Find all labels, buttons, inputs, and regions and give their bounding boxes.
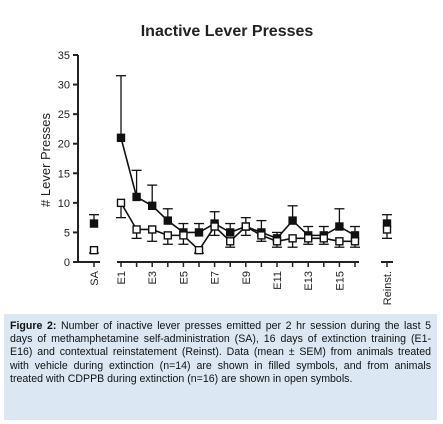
x-tick-label: E5	[178, 271, 190, 284]
data-point-open	[132, 225, 141, 234]
data-point-filled	[116, 133, 126, 143]
data-point-open	[304, 234, 313, 243]
data-point-open	[335, 237, 344, 246]
series-layer	[89, 75, 392, 255]
data-point-open	[116, 198, 126, 208]
data-point-open	[225, 237, 235, 246]
data-point-filled	[335, 222, 344, 231]
data-point-filled	[89, 219, 99, 228]
data-point-open	[382, 225, 392, 234]
x-tick-label: E3	[147, 271, 159, 284]
x-tick-label: E1	[116, 271, 128, 284]
y-tick-label: 35	[58, 50, 70, 62]
data-point-filled	[225, 228, 235, 237]
x-tick-label: E15	[334, 271, 346, 291]
y-tick-label: 10	[58, 198, 70, 210]
axes	[73, 54, 393, 267]
chart-title: Inactive Lever Presses	[141, 23, 314, 40]
data-point-filled	[163, 216, 173, 225]
caption-text: Number of inactive lever presses emitted…	[10, 320, 432, 385]
y-tick-label: 30	[58, 80, 70, 92]
series-open	[89, 198, 392, 255]
data-point-open	[147, 225, 157, 234]
y-tick-label: 20	[58, 139, 70, 151]
x-tick-label: Reinst.	[382, 271, 394, 305]
x-tick-label: E9	[241, 271, 253, 284]
data-point-filled	[288, 216, 297, 225]
data-point-open	[319, 234, 328, 243]
series-filled	[89, 75, 392, 243]
data-point-open	[194, 245, 204, 255]
data-point-filled	[132, 192, 141, 202]
data-point-open	[257, 231, 266, 240]
data-point-open	[179, 231, 188, 240]
data-point-open	[89, 245, 99, 255]
data-point-open	[272, 237, 282, 246]
y-tick-label: 15	[58, 168, 70, 180]
data-point-open	[350, 237, 360, 246]
figure-caption: Figure 2: Number of inactive lever press…	[4, 314, 437, 420]
series-line	[120, 202, 355, 252]
data-point-open	[210, 222, 219, 231]
series-line	[120, 137, 356, 240]
data-point-filled	[147, 201, 157, 211]
x-tick-label: SA	[89, 270, 101, 285]
y-tick-label: 25	[58, 109, 70, 121]
y-tick-label: 0	[64, 257, 70, 269]
data-point-open	[241, 222, 251, 231]
x-tick-label: E7	[210, 271, 222, 284]
data-point-filled	[194, 228, 204, 237]
data-point-open	[163, 231, 173, 240]
y-tick-label: 5	[64, 227, 70, 239]
chart: Inactive Lever Presses # Lever Presses 0…	[38, 23, 394, 305]
tick-labels: 0 5 10 15 20 25 30 35 SA E1 E3 E5 E7 E9 E11 E13 E15 Reins…	[58, 50, 394, 305]
caption-label: Figure 2:	[10, 320, 57, 332]
x-tick-label: E13	[303, 271, 315, 291]
x-tick-label: E11	[272, 271, 284, 290]
y-axis-label: # Lever Presses	[38, 113, 53, 207]
data-point-open	[288, 234, 297, 243]
